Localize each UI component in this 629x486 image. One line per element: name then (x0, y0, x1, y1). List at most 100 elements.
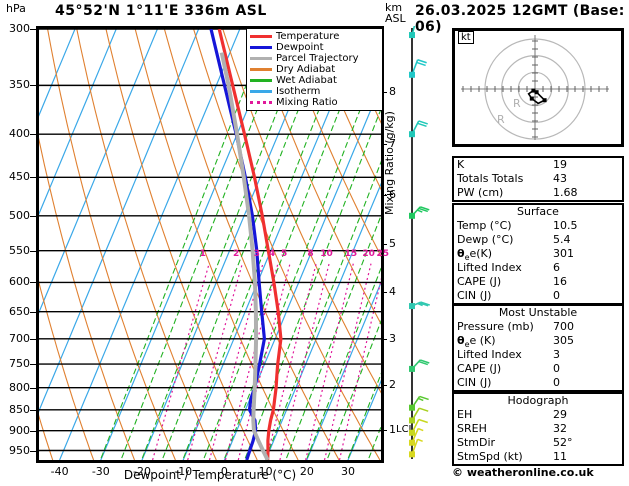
wet-adiabat-line (182, 29, 352, 459)
wet-adiabat-line (265, 160, 381, 459)
legend-label: Wet Adiabat (276, 75, 337, 86)
hodograph-point (529, 96, 534, 101)
table-row: Pressure (mb) 700 (454, 320, 622, 334)
pressure-tick-label: 350 (9, 78, 30, 92)
hodograph-canvas: RR (461, 35, 609, 140)
wind-barb (409, 359, 430, 372)
dry-adiabat-line (280, 29, 381, 258)
pressure-tick-mark (30, 387, 36, 389)
wet-adiabat-line (162, 29, 331, 459)
wet-adiabat-line (285, 214, 381, 459)
temperature-tick-label: 0 (220, 465, 228, 478)
skewt-canvas (39, 29, 381, 460)
datetime-label: 26.03.2025 12GMT (Base: 06) (415, 3, 625, 35)
legend-swatch-parcel-trajectory (250, 57, 272, 60)
legend-item: Dewpoint (250, 42, 379, 53)
table-key: Totals Totals (457, 172, 524, 185)
table-key: PW (cm) (457, 186, 504, 199)
pressure-tick-label: 650 (9, 304, 30, 318)
hodograph-indices-table: Hodograph EH 29 SREH 32 StmDir 52° StmSpd (kt) 1… (452, 392, 624, 466)
mixing-ratio-label: 10 (320, 249, 333, 260)
pressure-tick-label: 500 (9, 208, 30, 222)
pressure-tick-label: 750 (9, 357, 30, 371)
height-unit-km: km (385, 1, 403, 14)
pressure-tick-mark (30, 364, 36, 366)
legend-item: Isotherm (250, 86, 379, 97)
table-row: θee (K) 305 (454, 334, 622, 349)
wind-barb (409, 407, 429, 424)
table-row: CAPE (J) 0 (454, 362, 622, 376)
table-value: 1.68 (553, 186, 578, 199)
table-value: 19 (553, 158, 567, 171)
skewt-plot[interactable] (36, 26, 384, 463)
isotherm-line (141, 29, 323, 460)
table-value: 43 (553, 172, 567, 185)
hodograph-unit-label: kt (458, 31, 474, 44)
mixing-ratio-label: 1 (199, 249, 206, 260)
pressure-tick-mark (30, 177, 36, 179)
table-key: Dewp (°C) (457, 233, 514, 246)
pressure-tick-label: 950 (9, 443, 30, 457)
legend-label: Mixing Ratio (276, 97, 338, 108)
mixing-ratio-line (338, 277, 381, 460)
isotherm-line (306, 281, 381, 460)
wind-barb (409, 395, 429, 411)
table-key: CAPE (J) (457, 275, 502, 288)
isotherm-line (39, 29, 117, 216)
height-tick-label: 6 (389, 187, 396, 201)
surface-indices-table: Surface Temp (°C) 10.5 Dewp (°C) 5.4 θee(K) 30… (452, 203, 624, 305)
pressure-tick-label: 800 (9, 380, 30, 394)
height-unit-label: km ASL (385, 2, 406, 24)
table-value: 3 (553, 348, 560, 361)
dry-adiabat-line (39, 280, 95, 460)
mixing-ratio-label: 8 (307, 249, 314, 260)
table-row: CIN (J) 0 (454, 289, 622, 303)
wind-barb (409, 26, 416, 39)
mixing-ratio-label: 15 (344, 249, 358, 260)
wet-adiabat-line (327, 319, 381, 459)
table-key: StmSpd (kt) (457, 450, 523, 463)
legend-swatch-mixing-ratio (250, 101, 272, 104)
wet-adiabat-line (224, 55, 381, 459)
legend-item: Wet Adiabat (250, 75, 379, 86)
table-key: CIN (J) (457, 376, 492, 389)
legend-item: Temperature (250, 31, 379, 42)
hodograph-point (531, 88, 536, 93)
mixing-ratio-line (323, 263, 372, 460)
table-title: Hodograph (507, 394, 569, 407)
table-row: Lifted Index 6 (454, 261, 622, 275)
table-value: 0 (553, 289, 560, 302)
dry-adiabat-line (134, 29, 299, 460)
height-tick-mark (381, 430, 387, 432)
legend-item: Parcel Trajectory (250, 53, 379, 64)
legend-swatch-dewpoint (250, 46, 272, 49)
table-key: EH (457, 408, 473, 421)
wind-barb (409, 418, 428, 436)
pressure-tick-label: 300 (9, 22, 30, 35)
temperature-tick-label: -10 (174, 465, 193, 478)
table-row: StmDir 52° (454, 436, 622, 450)
pressure-tick-mark (30, 282, 36, 284)
table-value: 32 (553, 422, 567, 435)
dry-adiabat-line (105, 29, 258, 460)
wet-adiabat-line (306, 266, 381, 459)
mixing-ratio-label: 2 (233, 249, 240, 260)
hodograph-point (542, 98, 547, 103)
mixing-ratio-axis-title: Mixing Ratio (g/kg) (383, 111, 396, 215)
height-tick-mark (381, 292, 387, 294)
height-tick-mark (381, 244, 387, 246)
table-key: K (457, 158, 465, 171)
table-key: SREH (457, 422, 487, 435)
wind-barb (409, 438, 423, 458)
wind-barb (409, 427, 424, 446)
legend-swatch-isotherm (250, 90, 272, 93)
height-tick-label: 8 (389, 84, 396, 98)
pressure-tick-mark (30, 311, 36, 313)
height-tick-label: 1 (389, 423, 396, 437)
height-tick-label: 7 (389, 136, 396, 150)
hodograph-marker: R (513, 97, 521, 110)
pressure-tick-mark (30, 250, 36, 252)
hodograph-point (534, 90, 539, 95)
dry-adiabat-line (76, 29, 217, 460)
